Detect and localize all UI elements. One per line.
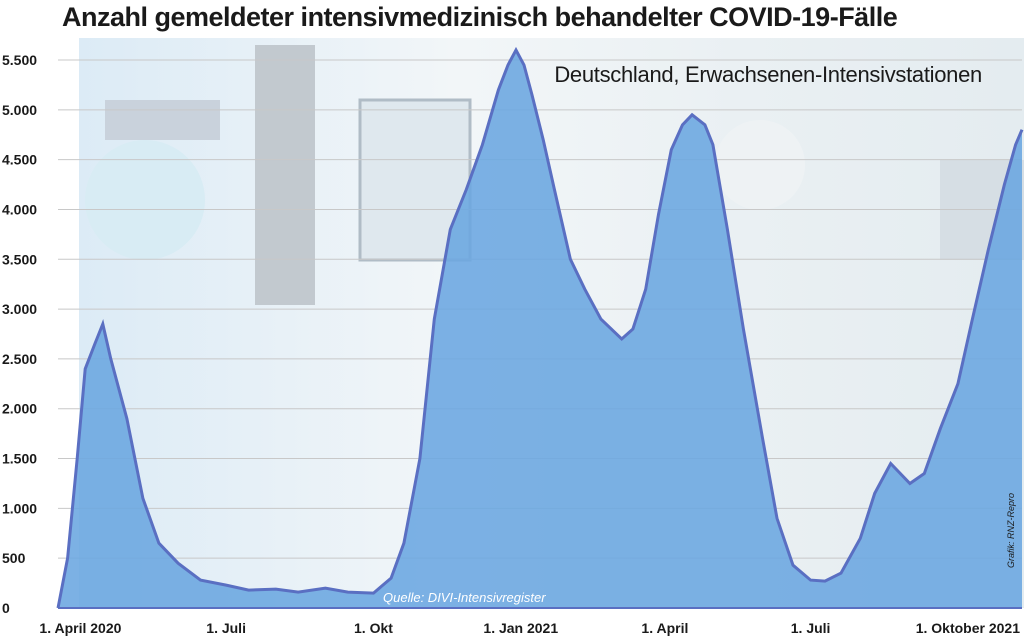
y-tick-label: 3.500 xyxy=(2,251,37,267)
y-tick-label: 2.000 xyxy=(2,401,37,417)
y-tick-label: 2.500 xyxy=(2,351,37,367)
y-tick-label: 1.500 xyxy=(2,451,37,467)
y-tick-label: 500 xyxy=(2,550,26,566)
chart-title: Anzahl gemeldeter intensivmedizinisch be… xyxy=(62,2,898,32)
x-tick-label: 1. April 2020 xyxy=(39,620,121,636)
chart-subtitle: Deutschland, Erwachsenen-Intensivstation… xyxy=(554,62,982,87)
y-tick-label: 1.000 xyxy=(2,500,37,516)
x-tick-label: 1. Juli xyxy=(206,620,246,636)
chart-area xyxy=(58,50,1022,608)
chart-source: Quelle: DIVI-Intensivregister xyxy=(383,590,546,605)
chart-credit: Grafik: RNZ-Repro xyxy=(1006,492,1016,568)
x-axis: 1. April 2020 1. Juli 1. Okt 1. Jan 2021 1. … xyxy=(39,607,1022,636)
x-tick-label: 1. Juli xyxy=(791,620,831,636)
y-tick-label: 5.000 xyxy=(2,102,37,118)
y-tick-label: 5.500 xyxy=(2,52,37,68)
y-tick-label: 0 xyxy=(2,600,10,616)
y-tick-label: 4.000 xyxy=(2,201,37,217)
y-tick-label: 3.000 xyxy=(2,301,37,317)
chart-line xyxy=(56,46,1024,609)
x-tick-label: 1. Oktober 2021 xyxy=(916,620,1020,636)
y-axis: 0 500 1.000 1.500 2.000 2.500 3.000 3.500 4.000 4… xyxy=(2,52,37,616)
y-tick-label: 4.500 xyxy=(2,152,37,168)
x-tick-label: 1. Okt xyxy=(354,620,393,636)
x-tick-label: 1. April xyxy=(641,620,688,636)
x-tick-label: 1. Jan 2021 xyxy=(483,620,558,636)
